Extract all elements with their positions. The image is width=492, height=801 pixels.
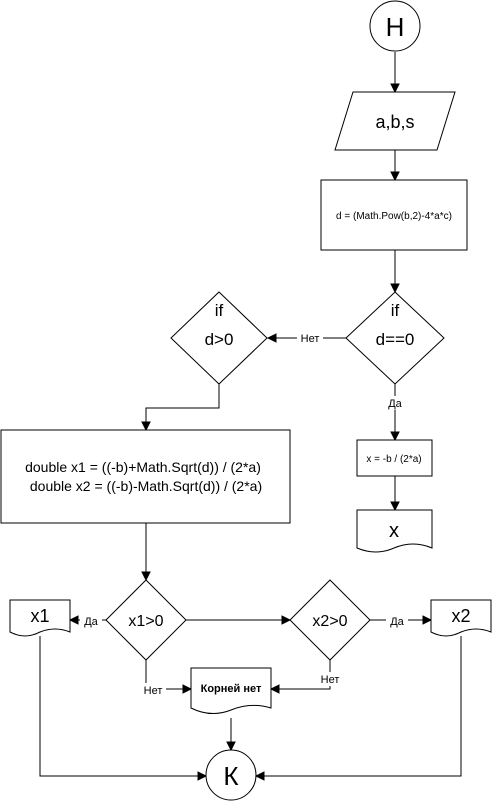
start-node: Н — [370, 1, 420, 51]
edge-label-no-d-eq: Нет — [301, 333, 320, 345]
output-x2-node: x2 — [431, 600, 491, 636]
svg-text:x1: x1 — [30, 606, 49, 626]
arrowhead — [198, 772, 206, 780]
arrowhead — [268, 334, 276, 342]
edge-label-yes-x2: Да — [390, 616, 404, 628]
arrowhead — [183, 685, 191, 693]
svg-text:double x1 = ((-b)+Math.Sqrt(d): double x1 = ((-b)+Math.Sqrt(d)) / (2*a) — [25, 459, 261, 475]
arrowhead — [423, 616, 431, 624]
arrowhead — [282, 616, 290, 624]
edge-label-no-x1: Нет — [144, 685, 163, 697]
calc-d-node: d = (Math.Pow(b,2)-4*a*c) — [321, 180, 467, 250]
svg-text:x = -b / (2*a): x = -b / (2*a) — [366, 454, 421, 465]
svg-text:x1>0: x1>0 — [128, 613, 163, 630]
edge-x1-end — [40, 636, 198, 776]
svg-text:d==0: d==0 — [376, 330, 415, 349]
decision-x1-node: x1>0 — [106, 580, 186, 660]
arrowhead — [391, 432, 399, 440]
calc-x1-x2-node: double x1 = ((-b)+Math.Sqrt(d)) / (2*a) … — [1, 430, 290, 523]
output-x-node: x — [357, 510, 432, 552]
svg-text:double x2 = ((-b)-Math.Sqrt(d): double x2 = ((-b)-Math.Sqrt(d)) / (2*a) — [30, 478, 262, 494]
decision-d-eq-node: if d==0 — [346, 292, 444, 384]
arrowhead — [391, 84, 399, 92]
decision-d-gt-node: if d>0 — [171, 292, 267, 384]
arrowhead — [391, 284, 399, 292]
edge-d-gt-calc — [146, 384, 219, 422]
svg-text:x2>0: x2>0 — [312, 613, 347, 630]
arrowhead — [142, 572, 150, 580]
arrowhead — [70, 616, 78, 624]
arrowhead — [391, 172, 399, 180]
edge-label-yes-x1: Да — [84, 616, 98, 628]
output-x1-node: x1 — [10, 600, 70, 636]
arrowhead — [271, 685, 279, 693]
end-node: К — [206, 750, 256, 800]
svg-text:d>0: d>0 — [205, 330, 234, 349]
svg-text:if: if — [215, 301, 224, 320]
svg-text:К: К — [223, 761, 238, 791]
svg-text:a,b,s: a,b,s — [375, 112, 414, 132]
svg-text:Корней нет: Корней нет — [201, 683, 262, 695]
svg-text:x2: x2 — [451, 606, 470, 626]
no-roots-node: Корней нет — [191, 668, 271, 714]
input-node: a,b,s — [335, 92, 455, 150]
edge-label-yes-d-eq: Да — [388, 398, 402, 410]
edge-label-no-x2: Нет — [321, 674, 340, 686]
arrowhead — [391, 502, 399, 510]
arrowhead — [142, 422, 150, 430]
svg-text:d = (Math.Pow(b,2)-4*a*c): d = (Math.Pow(b,2)-4*a*c) — [336, 211, 452, 222]
edge-x2-end — [264, 636, 461, 776]
arrowhead — [227, 742, 235, 750]
svg-text:x: x — [389, 520, 399, 542]
svg-text:if: if — [391, 301, 400, 320]
decision-x2-node: x2>0 — [290, 580, 370, 660]
arrowhead — [256, 772, 264, 780]
svg-text:Н: Н — [386, 12, 405, 42]
calc-x-node: x = -b / (2*a) — [357, 440, 432, 476]
